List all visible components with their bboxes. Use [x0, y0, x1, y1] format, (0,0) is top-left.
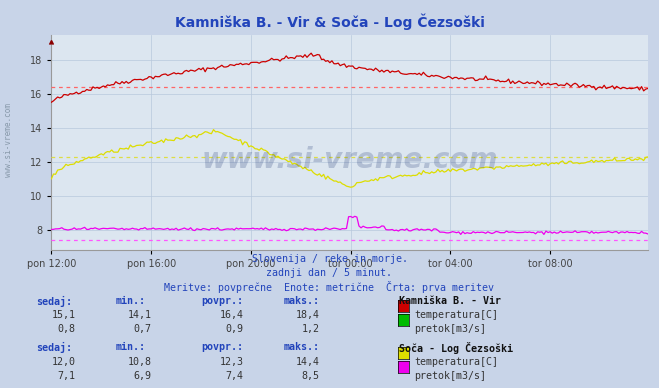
Text: Kamniška B. - Vir: Kamniška B. - Vir	[399, 296, 501, 306]
Text: povpr.:: povpr.:	[201, 342, 243, 352]
Text: 14,4: 14,4	[296, 357, 320, 367]
Text: Meritve: povprečne  Enote: metrične  Črta: prva meritev: Meritve: povprečne Enote: metrične Črta:…	[165, 281, 494, 293]
Text: 0,8: 0,8	[58, 324, 76, 334]
Text: temperatura[C]: temperatura[C]	[414, 357, 498, 367]
Text: 0,7: 0,7	[134, 324, 152, 334]
Text: 10,8: 10,8	[128, 357, 152, 367]
Text: maks.:: maks.:	[283, 342, 320, 352]
Text: 1,2: 1,2	[302, 324, 320, 334]
Text: sedaj:: sedaj:	[36, 342, 72, 353]
Text: 8,5: 8,5	[302, 371, 320, 381]
Text: 15,1: 15,1	[52, 310, 76, 320]
Text: temperatura[C]: temperatura[C]	[414, 310, 498, 320]
Text: 14,1: 14,1	[128, 310, 152, 320]
Text: www.si-vreme.com: www.si-vreme.com	[4, 103, 13, 177]
Text: 12,3: 12,3	[220, 357, 244, 367]
Text: povpr.:: povpr.:	[201, 296, 243, 306]
Text: zadnji dan / 5 minut.: zadnji dan / 5 minut.	[266, 268, 393, 278]
Text: Slovenija / reke in morje.: Slovenija / reke in morje.	[252, 254, 407, 264]
Text: 18,4: 18,4	[296, 310, 320, 320]
Text: Kamniška B. - Vir & Soča - Log Čezsoški: Kamniška B. - Vir & Soča - Log Čezsoški	[175, 14, 484, 30]
Text: sedaj:: sedaj:	[36, 296, 72, 307]
Text: 16,4: 16,4	[220, 310, 244, 320]
Text: 0,9: 0,9	[226, 324, 244, 334]
Text: pretok[m3/s]: pretok[m3/s]	[414, 324, 486, 334]
Text: 7,1: 7,1	[58, 371, 76, 381]
Text: 7,4: 7,4	[226, 371, 244, 381]
Text: pretok[m3/s]: pretok[m3/s]	[414, 371, 486, 381]
Text: Soča - Log Čezsoški: Soča - Log Čezsoški	[399, 342, 513, 354]
Text: 6,9: 6,9	[134, 371, 152, 381]
Text: www.si-vreme.com: www.si-vreme.com	[202, 146, 498, 174]
Text: min.:: min.:	[115, 342, 146, 352]
Text: min.:: min.:	[115, 296, 146, 306]
Text: maks.:: maks.:	[283, 296, 320, 306]
Text: 12,0: 12,0	[52, 357, 76, 367]
